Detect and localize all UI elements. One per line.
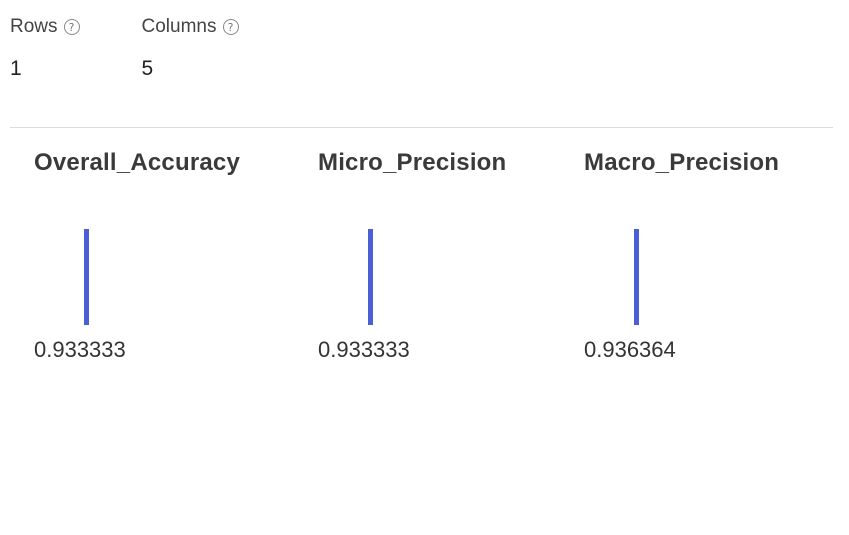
rows-label: Rows — [10, 16, 58, 37]
rows-help-icon[interactable]: ? — [63, 19, 80, 35]
column-profile-micro-precision[interactable]: Micro_Precision 0.933333 — [318, 145, 506, 363]
column-histogram — [318, 223, 418, 333]
column-value: 0.933333 — [34, 337, 126, 362]
columns-help-icon[interactable]: ? — [222, 19, 239, 35]
column-value: 0.933333 — [318, 337, 410, 362]
columns-label-row: Columns ? — [142, 12, 239, 42]
rows-label-row: Rows ? — [10, 12, 80, 42]
column-profile-macro-precision[interactable]: Macro_Precision 0.936364 — [584, 145, 779, 363]
rows-value: 1 — [10, 57, 22, 80]
column-header[interactable]: Overall_Accuracy — [34, 149, 241, 176]
columns-value: 5 — [141, 57, 154, 80]
column-header[interactable]: Micro_Precision — [318, 149, 507, 176]
column-profiles: Overall_Accuracy 0.933333 Micro_Precisio… — [0, 145, 849, 405]
dataset-stats: Rows ? 1 Columns ? 5 — [10, 12, 239, 81]
columns-stat: Columns ? 5 — [142, 12, 239, 81]
column-profile-overall-accuracy[interactable]: Overall_Accuracy 0.933333 — [34, 145, 240, 363]
histogram-bar — [634, 229, 639, 325]
section-divider — [10, 127, 833, 128]
rows-stat: Rows ? 1 — [10, 12, 80, 81]
histogram-bar — [84, 229, 89, 325]
column-histogram — [34, 223, 134, 333]
column-histogram — [584, 223, 684, 333]
columns-label: Columns — [141, 16, 217, 37]
column-value: 0.936364 — [584, 337, 676, 362]
column-header[interactable]: Macro_Precision — [584, 149, 780, 176]
histogram-bar — [368, 229, 373, 325]
